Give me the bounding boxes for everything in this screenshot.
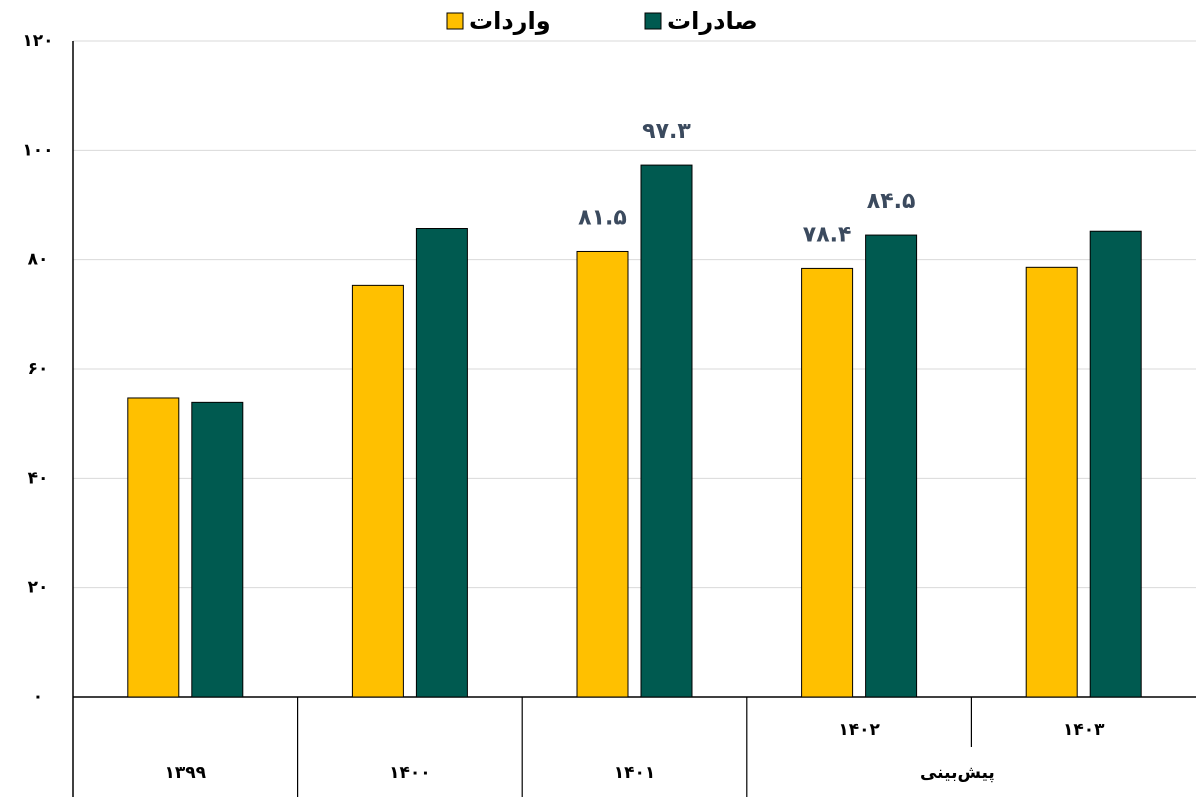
y-tick-label: ۱۰۰: [22, 140, 53, 160]
bar: [351, 284, 404, 698]
category-group-label: پیش‌بینی: [920, 763, 995, 783]
x-tick-label: ۱۳۹۹: [165, 763, 207, 783]
y-tick-label: ۴۰: [28, 468, 49, 488]
y-tick-label: ۱۲۰: [22, 31, 53, 51]
legend-swatch: [446, 12, 464, 30]
x-tick-label: ۱۴۰۳: [1063, 720, 1105, 740]
y-tick-label: ۲۰: [28, 578, 49, 598]
x-tick-label: ۱۴۰۰: [389, 763, 431, 783]
bar: [640, 164, 693, 698]
y-tick-label: ۰: [33, 687, 43, 707]
bar: [415, 228, 468, 698]
x-tick-label: ۱۴۰۲: [838, 720, 880, 740]
value-label: ۷۸.۴: [803, 222, 852, 247]
legend-label: واردات: [469, 7, 551, 35]
bar: [1089, 230, 1142, 698]
legend-label: صادرات: [667, 7, 758, 35]
bar: [127, 397, 180, 698]
legend-swatch: [644, 12, 662, 30]
bar: [801, 267, 854, 698]
bar: [865, 234, 918, 698]
y-tick-label: ۸۰: [28, 250, 49, 270]
bar: [191, 401, 244, 698]
bar: [1025, 266, 1078, 698]
y-tick-label: ۶۰: [28, 359, 49, 379]
value-label: ۸۴.۵: [867, 189, 916, 214]
x-tick-label: ۱۴۰۱: [614, 763, 656, 783]
value-label: ۹۷.۳: [642, 119, 691, 144]
bar: [576, 250, 629, 698]
value-label: ۸۱.۵: [578, 205, 627, 230]
